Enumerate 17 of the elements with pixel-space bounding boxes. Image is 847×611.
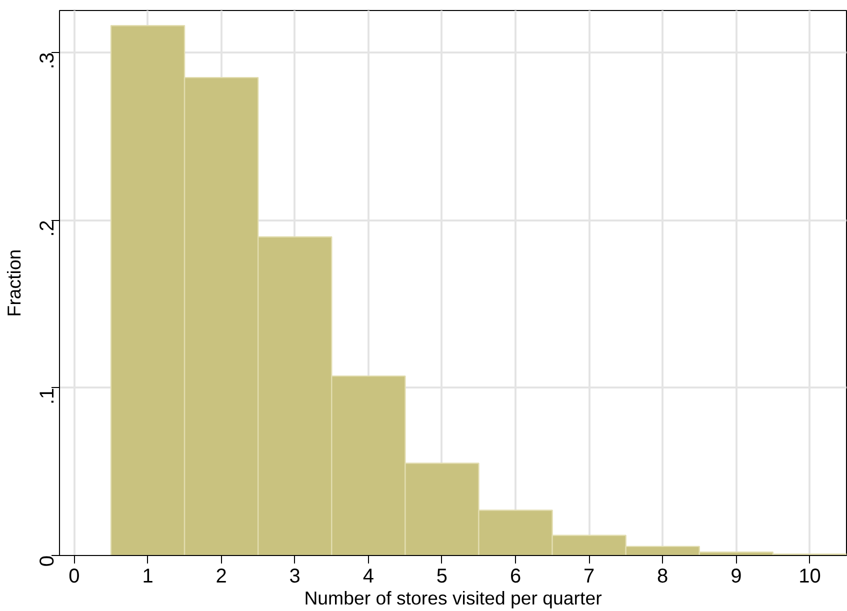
x-tick-label: 0 (68, 566, 80, 588)
x-tick-label: 4 (362, 566, 374, 588)
x-axis-title: Number of stores visited per quarter (304, 588, 602, 608)
x-tick-label: 2 (216, 566, 227, 588)
x-tick-label: 1 (142, 566, 154, 588)
y-tick-label: .3 (36, 52, 58, 70)
x-tick-label: 5 (436, 566, 448, 588)
x-tick-label: 10 (798, 566, 821, 588)
y-tick-label: 0 (36, 556, 58, 567)
x-tick-label: 3 (289, 566, 300, 588)
x-tick-label: 8 (657, 566, 668, 588)
x-tick-label: 7 (584, 566, 595, 588)
x-tick-label: 6 (510, 566, 522, 588)
y-tick-label: .1 (36, 388, 58, 404)
y-axis-title: Fraction (4, 249, 24, 317)
y-tick-label: .2 (36, 220, 58, 237)
x-tick-label: 9 (730, 566, 742, 588)
